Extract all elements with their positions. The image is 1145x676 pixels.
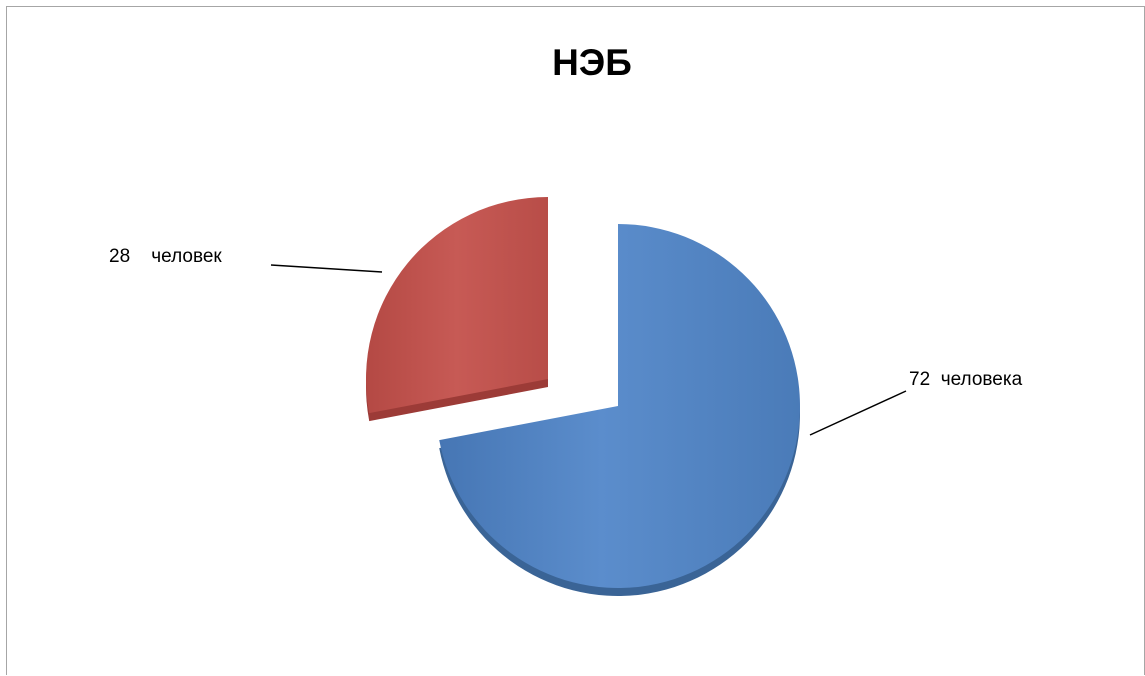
leader-lines xyxy=(270,264,907,436)
data-label-red-slice: 28 человек xyxy=(109,246,222,267)
pie-slice-blue xyxy=(439,224,800,588)
chart-title: НЭБ xyxy=(552,42,632,83)
pie-chart: НЭБ 72 человека 28 человек xyxy=(109,42,1023,596)
leader-line-red xyxy=(270,264,383,273)
data-label-blue-slice: 72 человека xyxy=(909,369,1023,390)
pie-slice-red xyxy=(365,197,548,414)
slices-layer xyxy=(365,197,800,596)
leader-line-blue xyxy=(809,390,907,436)
chart-area: НЭБ 72 человека 28 человек xyxy=(6,6,1145,675)
